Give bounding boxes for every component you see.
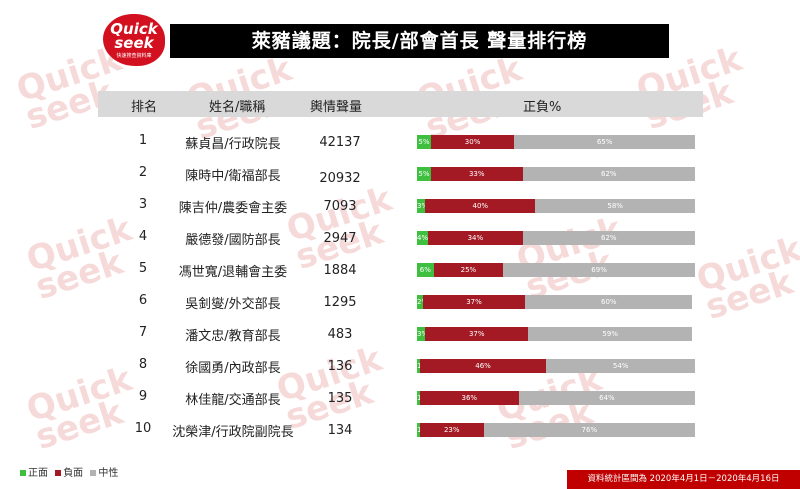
person-name: 徐國勇/內政部長 xyxy=(185,361,281,376)
legend-negative: 負面 xyxy=(63,468,84,479)
bar-neutral: 58% xyxy=(535,199,695,213)
rank-label: 9 xyxy=(138,389,148,404)
header-volume: 輿情聲量 xyxy=(310,100,363,115)
table-row: 4 嚴德發/國防部長 2947 4% 34% 62% xyxy=(0,228,800,260)
sentiment-bar: 5% 30% 65% xyxy=(417,135,695,149)
volume-value: 42137 xyxy=(319,135,361,150)
header-name: 姓名/職稱 xyxy=(209,100,266,115)
quickseek-logo: Quick seek 快速搜查資料庫 xyxy=(103,14,165,66)
table-row: 6 吳釗燮/外交部長 1295 2%37%60% xyxy=(0,292,800,324)
bar-positive: 6% xyxy=(417,263,434,277)
rank-label: 2 xyxy=(138,165,148,180)
rank-label: 10 xyxy=(134,421,152,436)
bar-positive: 2% xyxy=(417,295,423,309)
chart-title: 萊豬議題：院長/部會首長 聲量排行榜 xyxy=(170,24,669,58)
legend-swatch-neutral xyxy=(90,470,97,476)
legend-neutral: 中性 xyxy=(98,468,119,479)
person-name: 陳時中/衛福部長 xyxy=(185,169,281,184)
person-name: 吳釗燮/外交部長 xyxy=(185,297,281,312)
legend: 正面 負面 中性 xyxy=(20,464,118,479)
person-name: 沈榮津/行政院副院長 xyxy=(172,425,294,440)
legend-swatch-negative xyxy=(55,470,62,476)
bar-negative: 30% xyxy=(430,135,515,149)
table-row: 2 陳時中/衛福部長 20932 5% 33% 62% xyxy=(0,164,800,196)
table-row: 9 林佳龍/交通部長 135 1%36%64% xyxy=(0,388,800,420)
bar-positive: 4% xyxy=(417,231,429,245)
sentiment-bar: 1%46%54% xyxy=(417,359,695,373)
bar-neutral: 76% xyxy=(483,423,695,437)
table-row: 7 潘文忠/教育部長 483 3%37%59% xyxy=(0,324,800,356)
bar-neutral: 65% xyxy=(514,135,695,149)
person-name: 潘文忠/教育部長 xyxy=(185,329,281,344)
volume-value: 1295 xyxy=(323,295,357,310)
rank-label: 5 xyxy=(138,261,148,276)
table-header: 排名 姓名/職稱 輿情聲量 正負% xyxy=(98,91,703,117)
person-name: 陳吉仲/農委會主委 xyxy=(178,201,288,216)
bar-positive: 1% xyxy=(417,423,420,437)
bar-negative: 34% xyxy=(428,231,523,245)
table-row: 3 陳吉仲/農委會主委 7093 3%40%58% xyxy=(0,196,800,228)
legend-positive: 正面 xyxy=(28,468,48,479)
person-name: 林佳龍/交通部長 xyxy=(185,393,281,408)
bar-negative: 46% xyxy=(419,359,547,373)
sentiment-bar: 6% 25% 69% xyxy=(417,263,695,277)
sentiment-bar: 1%36%64% xyxy=(417,391,695,405)
header-sentiment: 正負% xyxy=(523,100,562,115)
person-name: 嚴德發/國防部長 xyxy=(185,233,281,248)
bar-negative: 33% xyxy=(430,167,523,181)
person-name: 蘇貞昌/行政院長 xyxy=(185,137,281,152)
volume-value: 7093 xyxy=(323,199,357,214)
volume-value: 483 xyxy=(327,327,353,342)
header-rank: 排名 xyxy=(131,100,158,115)
bar-negative: 37% xyxy=(425,327,529,341)
bar-neutral: 54% xyxy=(546,359,695,373)
volume-value: 20932 xyxy=(319,171,361,186)
volume-value: 134 xyxy=(327,423,353,438)
sentiment-bar: 3%40%58% xyxy=(417,199,695,213)
rank-label: 7 xyxy=(138,325,148,340)
date-range-note: 資料統計區間為 2020年4月1日－2020年4月16日 xyxy=(567,470,800,489)
sentiment-bar: 2%37%60% xyxy=(417,295,695,309)
bar-positive: 5% xyxy=(417,135,431,149)
table-row: 1 蘇貞昌/行政院長 42137 5% 30% 65% xyxy=(0,132,800,164)
bar-negative: 23% xyxy=(419,423,484,437)
bar-negative: 36% xyxy=(419,391,519,405)
sentiment-bar: 5% 33% 62% xyxy=(417,167,695,181)
table-row: 10 沈榮津/行政院副院長 134 1%23%76% xyxy=(0,420,800,452)
legend-swatch-positive xyxy=(20,470,26,476)
person-name: 馮世寬/退輔會主委 xyxy=(178,265,288,280)
bar-positive: 3% xyxy=(417,327,426,341)
bar-negative: 25% xyxy=(433,263,504,277)
sentiment-bar: 3%37%59% xyxy=(417,327,695,341)
bar-negative: 37% xyxy=(422,295,526,309)
volume-value: 1884 xyxy=(323,263,357,278)
bar-negative: 40% xyxy=(425,199,536,213)
bar-positive: 1% xyxy=(417,359,420,373)
table-row: 8 徐國勇/內政部長 136 1%46%54% xyxy=(0,356,800,388)
sentiment-bar: 4% 34% 62% xyxy=(417,231,695,245)
table-row: 5 馮世寬/退輔會主委 1884 6% 25% 69% xyxy=(0,260,800,292)
bar-neutral: 59% xyxy=(528,327,693,341)
rank-label: 4 xyxy=(138,229,148,244)
rank-label: 6 xyxy=(138,293,148,308)
volume-value: 135 xyxy=(327,391,353,406)
bar-neutral: 60% xyxy=(525,295,693,309)
volume-value: 136 xyxy=(327,359,353,374)
bar-neutral: 69% xyxy=(503,263,695,277)
bar-positive: 5% xyxy=(417,167,431,181)
bar-positive: 3% xyxy=(417,199,426,213)
rank-label: 3 xyxy=(138,197,148,212)
rank-label: 8 xyxy=(138,357,148,372)
rank-label: 1 xyxy=(138,133,148,148)
bar-neutral: 64% xyxy=(518,391,695,405)
sentiment-bar: 1%23%76% xyxy=(417,423,695,437)
bar-neutral: 62% xyxy=(522,167,695,181)
volume-value: 2947 xyxy=(323,231,357,246)
bar-neutral: 62% xyxy=(522,231,695,245)
bar-positive: 1% xyxy=(417,391,420,405)
